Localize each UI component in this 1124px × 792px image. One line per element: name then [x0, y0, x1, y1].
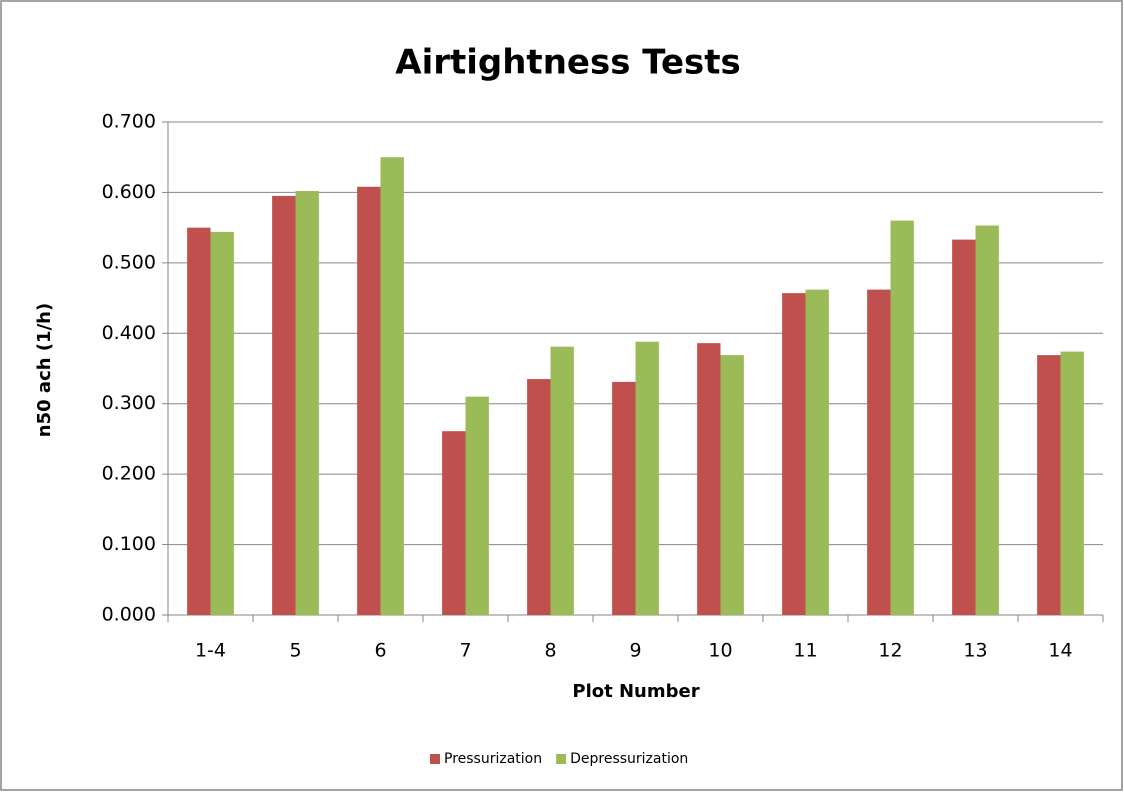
x-tick-label: 13: [963, 640, 987, 662]
bar: [380, 157, 404, 615]
bar: [612, 381, 636, 615]
bar: [782, 293, 806, 615]
y-tick-label: 0.100: [102, 533, 156, 555]
bar: [890, 220, 914, 615]
legend-swatch: [430, 754, 440, 764]
bar: [187, 227, 211, 615]
x-tick-label: 1-4: [195, 640, 226, 662]
y-tick-label: 0.300: [102, 392, 156, 414]
bar: [210, 231, 234, 615]
bar: [442, 431, 466, 615]
x-tick-label: 7: [459, 640, 471, 662]
y-tick-label: 0.700: [102, 111, 156, 133]
bar: [1037, 355, 1061, 615]
bar: [357, 186, 381, 615]
x-tick-label: 12: [878, 640, 902, 662]
x-tick-label: 9: [629, 640, 641, 662]
y-axis-title: n50 ach (1/h): [34, 303, 55, 437]
y-tick-label: 0.000: [102, 604, 156, 626]
bar: [465, 396, 489, 615]
bar: [720, 355, 744, 615]
x-tick-label: 14: [1048, 640, 1072, 662]
bar: [975, 225, 999, 615]
x-tick-label: 6: [374, 640, 386, 662]
bar: [527, 379, 551, 615]
y-tick-label: 0.400: [102, 322, 156, 344]
bar: [550, 346, 574, 615]
x-axis-title: Plot Number: [572, 681, 699, 702]
x-tick-label: 8: [544, 640, 556, 662]
legend-label: Depressurization: [570, 751, 688, 767]
bar: [635, 341, 659, 615]
legend-swatch: [556, 754, 567, 764]
y-tick-label: 0.500: [102, 251, 156, 273]
chart-title: Airtightness Tests: [395, 43, 740, 83]
bar: [697, 343, 721, 615]
bar: [295, 191, 319, 615]
bar: [952, 239, 976, 615]
bar: [272, 195, 296, 615]
legend-label: Pressurization: [444, 751, 542, 767]
bar: [805, 289, 829, 615]
y-tick-label: 0.200: [102, 463, 156, 485]
bar: [1060, 351, 1084, 615]
x-tick-label: 5: [289, 640, 301, 662]
bar: [867, 289, 891, 615]
y-tick-label: 0.600: [102, 181, 156, 203]
x-tick-label: 11: [793, 640, 817, 662]
x-tick-label: 10: [708, 640, 732, 662]
